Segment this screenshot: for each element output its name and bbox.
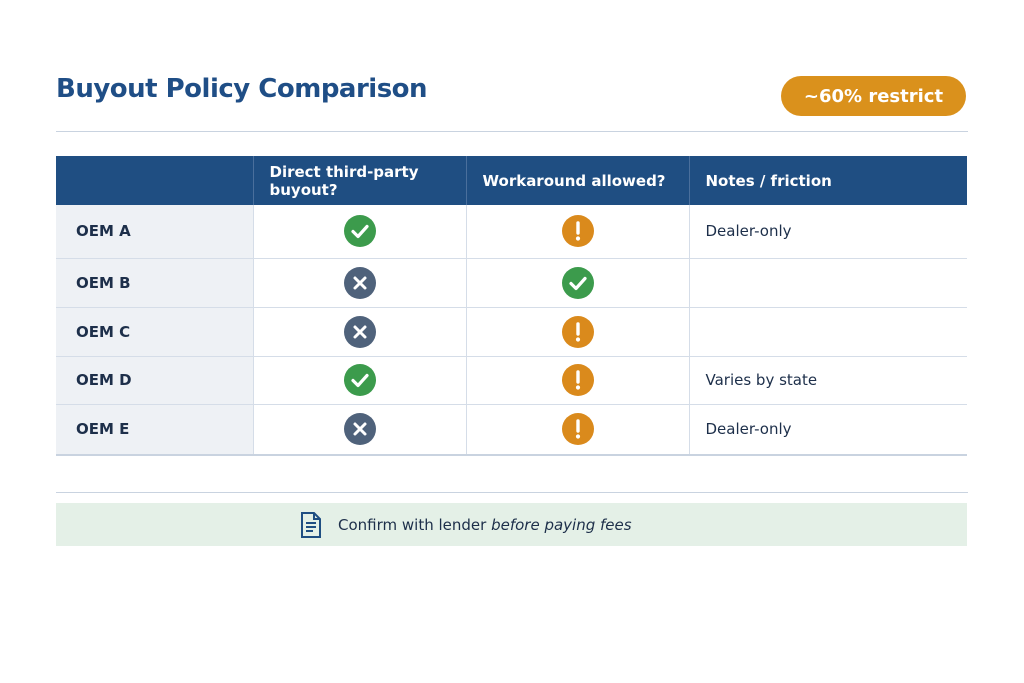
status-cell	[252, 356, 466, 405]
status-cell	[465, 307, 689, 357]
divider	[56, 492, 968, 493]
check-icon	[561, 266, 594, 299]
table-row: OEM B	[56, 258, 967, 308]
comparison-table: Direct third-party buyout? Workaround al…	[56, 156, 967, 456]
row-label: OEM B	[56, 258, 253, 308]
notes-cell: Dealer-only	[688, 205, 967, 259]
notes-cell: Varies by state	[688, 356, 967, 405]
cross-icon	[343, 413, 376, 446]
row-label: OEM C	[56, 307, 253, 357]
status-cell	[465, 205, 689, 259]
notes-cell	[688, 258, 967, 308]
header-cell: Direct third-party buyout?	[252, 156, 466, 205]
status-cell	[252, 258, 466, 308]
badge: ~60% restrict	[781, 76, 966, 116]
cross-icon	[343, 315, 376, 348]
notes-cell: Dealer-only	[688, 404, 967, 456]
cross-icon	[343, 266, 376, 299]
table-row: OEM E Dealer-only	[56, 404, 967, 456]
row-label: OEM E	[56, 404, 253, 456]
header-cell	[56, 156, 253, 205]
table-row: OEM D Varies by state	[56, 356, 967, 405]
header-row: Direct third-party buyout? Workaround al…	[56, 156, 967, 205]
header-cell: Notes / friction	[688, 156, 967, 205]
status-cell	[465, 258, 689, 308]
footer-note: Confirm with lender before paying fees	[56, 503, 967, 546]
row-label: OEM A	[56, 205, 253, 259]
check-icon	[343, 364, 376, 396]
row-label: OEM D	[56, 356, 253, 405]
status-cell	[252, 205, 466, 259]
warning-icon	[561, 364, 594, 396]
warning-icon	[561, 413, 594, 446]
status-cell	[465, 404, 689, 456]
title: Buyout Policy Comparison	[56, 74, 428, 104]
check-icon	[343, 215, 376, 248]
table-row: OEM A Dealer-only	[56, 205, 967, 259]
status-cell	[252, 307, 466, 357]
status-cell	[252, 404, 466, 456]
notes-cell	[688, 307, 967, 357]
header-cell: Workaround allowed?	[465, 156, 689, 205]
document-icon	[301, 511, 321, 538]
warning-icon	[561, 315, 594, 348]
status-cell	[465, 356, 689, 405]
footer-text: Confirm with lender	[338, 515, 487, 534]
warning-icon	[561, 215, 594, 248]
footer-emphasis: before paying fees	[491, 515, 632, 534]
table-row: OEM C	[56, 307, 967, 357]
divider	[56, 131, 968, 132]
